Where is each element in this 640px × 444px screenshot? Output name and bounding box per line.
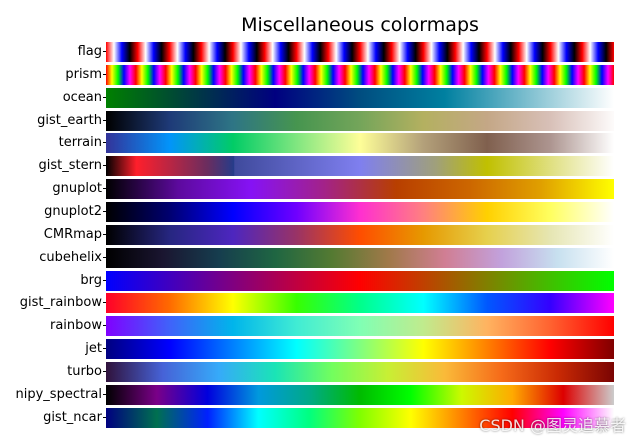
colormap-row: cubehelix (0, 247, 640, 269)
y-tick-mark (103, 256, 106, 258)
colormap-row: gnuplot2 (0, 201, 640, 223)
colormap-row: gist_earth (0, 110, 640, 132)
colormap-bar (106, 87, 614, 108)
colormap-bar (106, 110, 614, 131)
colormap-bar (106, 179, 614, 200)
colormap-row: terrain (0, 132, 640, 154)
colormap-bar (106, 407, 614, 428)
y-tick-mark (103, 142, 106, 144)
colormap-row: nipy_spectral (0, 384, 640, 406)
colormap-row: gnuplot (0, 178, 640, 200)
colormap-label: rainbow (50, 318, 102, 334)
colormap-label: flag (77, 44, 102, 59)
colormap-row: brg (0, 270, 640, 292)
colormap-row: turbo (0, 361, 640, 383)
watermark: CSDN @图灵追慕者 (479, 416, 626, 435)
colormap-label: brg (80, 272, 102, 288)
y-tick-mark (103, 302, 106, 304)
y-tick-mark (103, 325, 106, 327)
colormap-bar (106, 133, 614, 154)
y-tick-mark (103, 119, 106, 121)
y-tick-mark (103, 348, 106, 350)
colormap-row: gist_rainbow (0, 292, 640, 314)
colormap-bar (106, 42, 614, 62)
colormap-bar (106, 361, 614, 382)
y-tick-mark (103, 165, 106, 167)
colormap-label: ocean (62, 89, 102, 105)
chart-title: Miscellaneous colormaps (241, 14, 479, 36)
colormap-bar (106, 247, 614, 268)
colormap-label: prism (65, 66, 102, 82)
colormap-bar (106, 201, 614, 222)
colormap-bar (106, 270, 614, 291)
colormap-row: ocean (0, 87, 640, 109)
colormap-label: CMRmap (43, 226, 102, 242)
y-tick-mark (103, 51, 106, 52)
y-tick-mark (103, 188, 106, 190)
colormap-label: nipy_spectral (15, 386, 103, 402)
y-tick-mark (103, 370, 106, 372)
colormap-row: gist_ncar (0, 407, 640, 429)
colormap-label: gist_ncar (43, 409, 102, 425)
y-tick-mark (103, 73, 106, 75)
colormap-bar (106, 64, 614, 85)
y-tick-mark (103, 210, 106, 212)
colormap-bar (106, 156, 614, 177)
colormap-bar (106, 339, 614, 360)
colormap-label: cubehelix (39, 249, 102, 265)
colormap-label: terrain (58, 135, 102, 151)
colormap-label: turbo (67, 363, 102, 379)
colormap-bar (106, 384, 614, 405)
colormap-row: CMRmap (0, 224, 640, 246)
colormap-row: prism (0, 64, 640, 86)
y-tick-mark (103, 416, 106, 418)
y-tick-mark (103, 233, 106, 235)
colormap-label: gist_rainbow (19, 295, 102, 311)
colormap-label: gnuplot2 (44, 203, 102, 219)
colormap-label: gist_earth (37, 112, 102, 128)
colormap-bar (106, 293, 614, 314)
y-tick-mark (103, 279, 106, 281)
colormap-label: jet (85, 341, 102, 357)
colormap-row: jet (0, 338, 640, 360)
y-tick-mark (103, 393, 106, 395)
colormap-row: rainbow (0, 315, 640, 337)
colormap-label: gist_stern (38, 158, 102, 174)
y-tick-mark (103, 96, 106, 98)
colormap-row: flag (0, 41, 640, 63)
colormap-row: gist_stern (0, 155, 640, 177)
colormap-label: gnuplot (52, 181, 102, 197)
colormap-bar (106, 224, 614, 245)
colormap-bar (106, 316, 614, 337)
